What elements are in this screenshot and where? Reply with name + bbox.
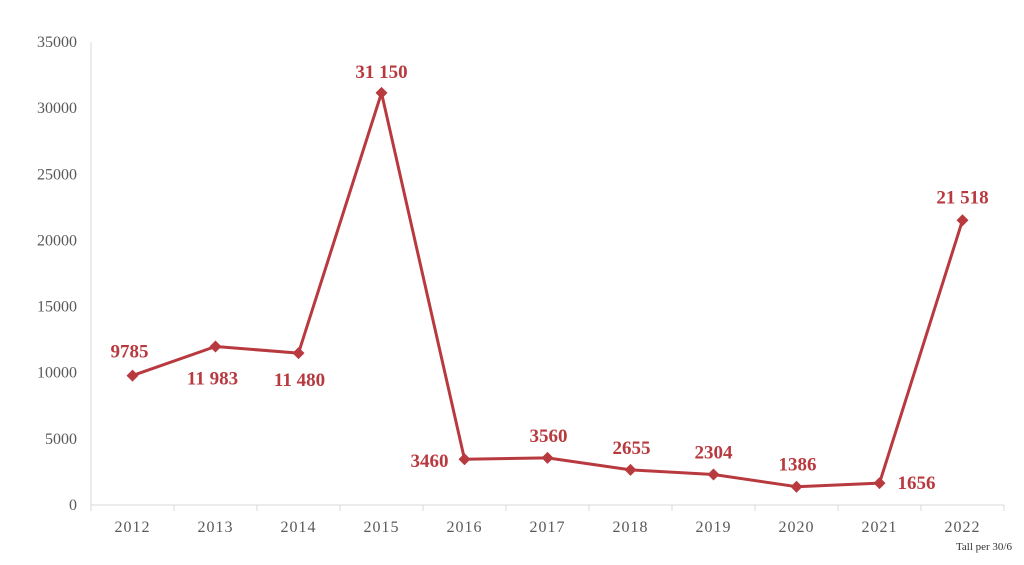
data-point <box>292 347 305 360</box>
y-tick-label: 25000 <box>37 166 77 183</box>
data-label: 3560 <box>530 426 568 447</box>
data-point <box>624 463 637 476</box>
footnote: Tall per 30/6 <box>955 541 1012 553</box>
data-label-layer: 9785 11 983 11 480 31 150 3460 3560 2655 2304 13… <box>111 62 989 494</box>
data-label: 9785 <box>111 342 149 363</box>
marker-layer <box>126 86 969 493</box>
data-label: 2304 <box>695 443 734 464</box>
y-tick-label: 20000 <box>37 232 77 249</box>
y-tick-label: 5000 <box>45 431 77 448</box>
data-label: 21 518 <box>936 187 988 208</box>
x-tick-label: 2018 <box>613 519 649 536</box>
data-point <box>126 369 139 382</box>
x-tick-label: 2016 <box>447 519 483 536</box>
x-tick-label: 2020 <box>779 519 815 536</box>
data-label: 11 480 <box>274 370 325 391</box>
y-tick-label: 35000 <box>37 34 77 51</box>
data-point <box>707 468 720 481</box>
data-label: 3460 <box>411 451 449 472</box>
data-point <box>873 477 886 490</box>
x-tick-label: 2021 <box>862 519 898 536</box>
y-tick-labels: 0 5000 10000 15000 20000 25000 30000 35000 <box>37 34 77 514</box>
data-point <box>458 453 471 466</box>
data-point <box>541 451 554 464</box>
x-tick-label: 2013 <box>198 519 234 536</box>
x-tick-label: 2017 <box>530 519 566 536</box>
data-point <box>956 214 969 227</box>
data-point <box>209 340 222 353</box>
x-tick-label: 2019 <box>696 519 732 536</box>
y-tick-label: 10000 <box>37 365 77 382</box>
data-label: 11 983 <box>187 368 238 389</box>
x-tick-label: 2012 <box>115 519 151 536</box>
x-tick-label: 2022 <box>945 519 981 536</box>
data-label: 1656 <box>898 473 936 494</box>
data-label: 1386 <box>779 455 817 476</box>
y-tick-label: 30000 <box>37 100 77 117</box>
y-tick-label: 15000 <box>37 299 77 316</box>
x-tick-label: 2014 <box>281 519 317 536</box>
data-label: 2655 <box>613 438 651 459</box>
y-tick-label: 0 <box>69 497 77 514</box>
data-point <box>790 480 803 493</box>
data-label: 31 150 <box>355 62 407 83</box>
data-point <box>375 86 388 99</box>
x-tick-labels: 2012 2013 2014 2015 2016 2017 2018 2019 2020 2021… <box>90 505 1005 536</box>
x-tick-label: 2015 <box>364 519 400 536</box>
